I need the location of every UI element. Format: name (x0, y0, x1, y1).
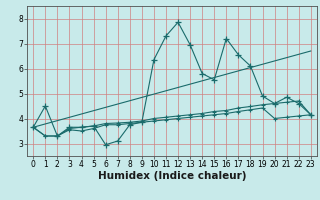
X-axis label: Humidex (Indice chaleur): Humidex (Indice chaleur) (98, 171, 246, 181)
